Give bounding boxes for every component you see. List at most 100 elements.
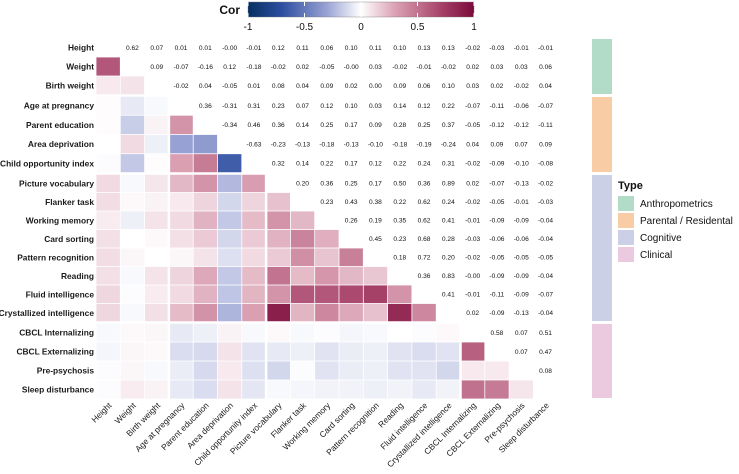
heatmap-cell	[217, 380, 242, 399]
heatmap-cell	[266, 229, 290, 248]
heatmap-cell	[290, 248, 315, 267]
cell-value-label: 0.02	[466, 64, 479, 71]
heatmap-cell	[290, 323, 315, 342]
cell-value-label: 0.10	[442, 83, 455, 90]
heatmap-cell	[145, 154, 169, 173]
cell-value-label: -0.09	[489, 161, 504, 168]
heatmap-cell	[266, 361, 290, 380]
cell-value-label: 0.12	[418, 103, 431, 110]
cell-value-label: 0.28	[442, 236, 455, 243]
heatmap-cell	[169, 342, 193, 361]
cell-value-label: -0.03	[489, 45, 504, 52]
heatmap-cell	[315, 248, 339, 267]
cell-value-label: -0.23	[271, 141, 286, 148]
cell-value-label: 0.04	[466, 141, 479, 148]
heatmap-cell	[460, 380, 485, 399]
colorbar-title: Cor	[219, 3, 240, 17]
heatmap-cell	[388, 361, 412, 380]
heatmap-cell	[388, 303, 412, 322]
cell-value-label: 0.13	[442, 45, 455, 52]
cell-value-label: 0.46	[248, 122, 261, 129]
heatmap-cell	[242, 174, 266, 193]
colorbar-tick-label: -0.5	[296, 22, 314, 33]
legend-entry-label: Anthropometrics	[640, 199, 713, 210]
heatmap-cell	[96, 134, 120, 154]
cell-value-label: 0.10	[393, 45, 406, 52]
cell-value-label: 0.89	[442, 181, 455, 188]
heatmap-cell	[193, 192, 218, 211]
heatmap-cell	[96, 229, 120, 248]
heatmap-cell	[339, 342, 363, 361]
cell-value-label: -0.02	[538, 181, 553, 188]
cell-value-label: 0.14	[393, 103, 406, 110]
group-band	[592, 97, 612, 172]
row-label: Crystallized intelligence	[0, 308, 94, 318]
heatmap-cell	[145, 323, 169, 342]
cell-value-label: -0.34	[222, 122, 237, 129]
heatmap-cell	[266, 323, 290, 342]
cell-value-label: 0.22	[393, 199, 406, 206]
cell-value-label: -0.02	[465, 161, 480, 168]
heatmap-cell	[120, 303, 145, 322]
heatmap-cell	[485, 380, 509, 399]
cell-value-label: -0.09	[514, 273, 529, 280]
heatmap-cell	[120, 174, 145, 193]
type-legend: Type Anthropometrics Parental / Residental…	[618, 180, 733, 262]
row-label: Weight	[66, 62, 94, 72]
heatmap-cell	[145, 266, 169, 285]
group-sidebar	[592, 39, 612, 398]
heatmap-cell	[193, 323, 218, 342]
cell-value-label: 0.17	[345, 161, 358, 168]
cell-value-label: -0.07	[465, 103, 480, 110]
cell-value-label: -0.02	[441, 64, 456, 71]
cell-value-label: 0.07	[515, 330, 528, 337]
heatmap-cell	[145, 134, 169, 154]
heatmap-cell	[315, 303, 339, 322]
heatmap-cell	[193, 211, 218, 230]
cell-value-label: -0.06	[514, 103, 529, 110]
cell-value-label: -0.11	[490, 292, 505, 299]
heatmap-cell	[120, 361, 145, 380]
cell-value-label: -0.09	[489, 273, 504, 280]
heatmap-cell	[96, 174, 120, 193]
cell-value-label: -0.05	[489, 199, 504, 206]
cell-value-label: 0.10	[345, 45, 358, 52]
heatmap-cell	[120, 342, 145, 361]
cell-value-label: -0.05	[514, 255, 529, 262]
cell-value-label: -0.02	[271, 64, 286, 71]
cell-value-label: 0.24	[442, 199, 455, 206]
cell-value-label: 0.36	[418, 273, 431, 280]
heatmap-cell	[145, 380, 169, 399]
heatmap-cell	[266, 285, 290, 304]
colorbar-tick-label: 1	[471, 22, 477, 33]
heatmap-cell	[96, 96, 120, 115]
cell-value-label: 0.03	[491, 64, 504, 71]
heatmap-cell	[290, 285, 315, 304]
cell-value-label: -0.06	[514, 236, 529, 243]
heatmap-cell	[363, 380, 388, 399]
cell-value-label: -0.01	[514, 45, 529, 52]
heatmap-cell	[242, 266, 266, 285]
cell-value-label: 0.01	[199, 45, 212, 52]
cell-value-label: 0.62	[418, 218, 431, 225]
row-label: Pre-psychosis	[37, 366, 95, 376]
heatmap-cell	[217, 229, 242, 248]
heatmap-cell	[363, 303, 388, 322]
heatmap-cell	[96, 266, 120, 285]
heatmap-cell	[315, 229, 339, 248]
cell-value-label: 0.36	[320, 181, 333, 188]
cell-value-label: 0.08	[539, 368, 552, 375]
heatmap-cell	[193, 174, 218, 193]
cell-value-label: -0.02	[174, 83, 189, 90]
cell-value-label: 0.00	[369, 83, 382, 90]
cell-value-label: 0.41	[442, 292, 455, 299]
cell-value-label: 0.02	[466, 310, 479, 317]
cell-value-label: -0.02	[392, 64, 407, 71]
heatmap-cell	[120, 134, 145, 154]
cell-value-label: 0.28	[393, 122, 406, 129]
heatmap-cell	[169, 361, 193, 380]
heatmap-cell	[217, 323, 242, 342]
cell-value-label: -0.02	[465, 45, 480, 52]
heatmap-cells: 0.62 0.07 0.01 0.01 -0.00 -0.01 0.12 0.11 0.06 0.…	[96, 45, 553, 399]
